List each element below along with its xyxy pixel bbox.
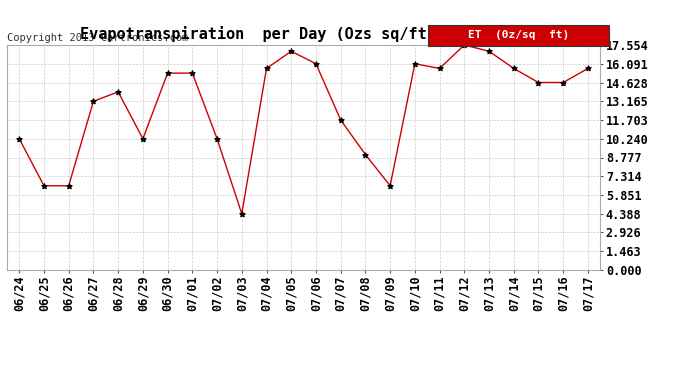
Point [14, 136, 25, 142]
Title: Evapotranspiration  per Day (Ozs sq/ft)  20130718: Evapotranspiration per Day (Ozs sq/ft) 2… [80, 27, 527, 42]
Point [261, 65, 272, 71]
Point [409, 61, 420, 67]
Point [112, 89, 124, 95]
Point [484, 48, 495, 54]
Point [236, 211, 247, 217]
Point [384, 183, 395, 189]
Point [335, 117, 346, 123]
Point [162, 70, 173, 76]
Text: ET  (0z/sq  ft): ET (0z/sq ft) [468, 30, 569, 40]
FancyBboxPatch shape [428, 25, 609, 46]
Point [286, 48, 297, 54]
Point [63, 183, 75, 189]
Point [39, 183, 50, 189]
Point [88, 98, 99, 104]
Point [533, 80, 544, 86]
Point [558, 80, 569, 86]
Point [582, 65, 593, 71]
Point [360, 152, 371, 157]
Point [310, 61, 322, 67]
Point [459, 42, 470, 48]
Point [509, 65, 520, 71]
Text: Copyright 2013 Cartronics.com: Copyright 2013 Cartronics.com [7, 33, 188, 43]
Point [137, 136, 148, 142]
Point [212, 136, 223, 142]
Point [434, 65, 445, 71]
Point [187, 70, 198, 76]
